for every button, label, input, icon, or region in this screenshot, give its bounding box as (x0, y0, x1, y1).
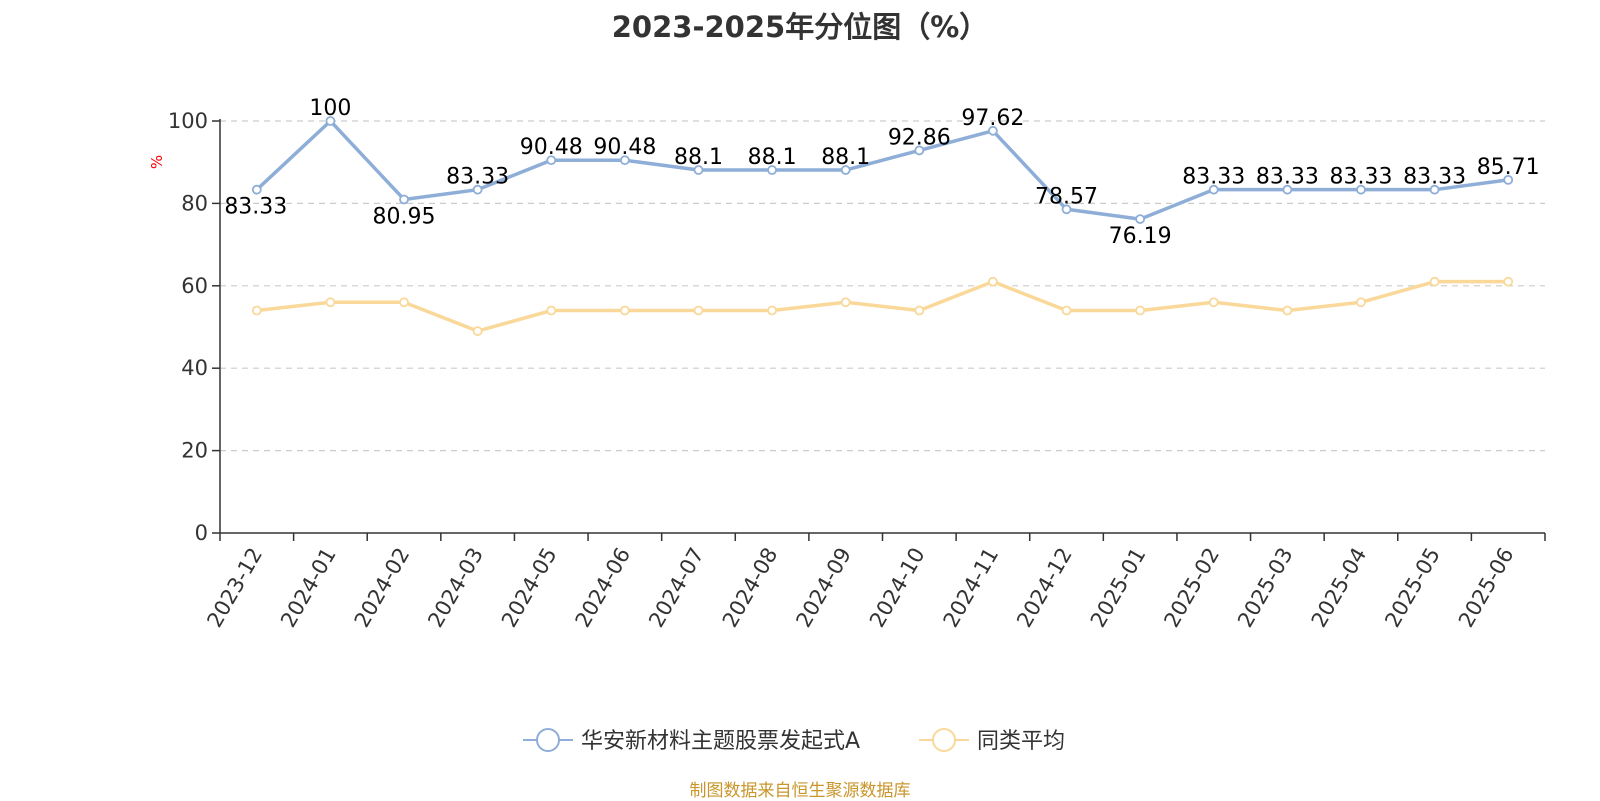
data-point (914, 305, 925, 316)
x-tick-label: 2025-02 (1159, 544, 1224, 632)
legend-label: 华安新材料主题股票发起式A (581, 729, 860, 754)
legend-marker (932, 728, 956, 752)
data-point (399, 194, 409, 205)
x-tick-label: 2024-01 (276, 544, 341, 632)
data-point (399, 297, 409, 308)
y-tick-label: 20 (181, 439, 208, 463)
data-point (251, 184, 262, 195)
data-label: 83.33 (446, 165, 509, 190)
data-point (1135, 214, 1146, 224)
data-point (1061, 305, 1072, 316)
data-source-note: 制图数据来自恒生聚源数据库 (689, 781, 911, 801)
data-label: 88.1 (748, 145, 797, 170)
data-point (1061, 204, 1072, 215)
y-tick-label: 80 (181, 191, 208, 215)
x-tick-label: 2024-06 (571, 544, 636, 632)
chart-title: 2023-2025年分位图（%） (611, 10, 989, 44)
data-point (767, 305, 777, 316)
data-point (988, 276, 998, 287)
data-point (840, 297, 851, 308)
data-point (767, 165, 777, 175)
data-labels: 83.33 100 80.95 83.33 90.48 90.48 88.1 88.1 88.1… (224, 96, 1539, 249)
data-point (1503, 276, 1514, 287)
data-point (1356, 297, 1366, 308)
data-point (840, 165, 851, 175)
data-point (325, 297, 336, 308)
data-point (1429, 276, 1440, 287)
data-point (988, 125, 998, 136)
y-tick-label: 40 (181, 356, 208, 380)
data-label: 97.62 (961, 106, 1024, 131)
x-tick-label: 2025-01 (1086, 544, 1151, 632)
data-label: 83.33 (1329, 165, 1392, 190)
data-label: 85.71 (1477, 155, 1540, 180)
x-tick-label: 2024-03 (423, 544, 488, 632)
series-group (251, 116, 1514, 337)
x-tick-label: 2024-05 (497, 544, 562, 632)
data-point (1282, 305, 1293, 316)
data-label: 88.1 (674, 145, 723, 170)
data-point (693, 305, 704, 316)
data-label: 90.48 (593, 135, 656, 160)
y-axis-ticks: 0 20 40 60 80 100 (168, 109, 220, 545)
x-tick-label: 2024-02 (350, 544, 415, 632)
x-tick-label: 2024-09 (791, 544, 856, 632)
data-point (546, 305, 557, 316)
data-point (693, 165, 704, 175)
data-label: 92.86 (888, 125, 951, 150)
data-label: 83.33 (1182, 165, 1245, 190)
data-point (546, 155, 557, 166)
data-point (619, 155, 630, 166)
x-tick-label: 2024-10 (865, 544, 930, 632)
data-point (472, 326, 483, 337)
data-point (1282, 184, 1293, 195)
data-label: 76.19 (1109, 224, 1172, 249)
y-axis-label: % (148, 155, 166, 169)
data-label: 90.48 (520, 135, 583, 160)
data-label: 88.1 (821, 145, 870, 170)
x-tick-label: 2023-12 (202, 544, 267, 632)
y-tick-label: 0 (195, 521, 208, 545)
x-tick-label: 2025-04 (1307, 544, 1372, 632)
data-point (325, 116, 336, 126)
grid-lines (220, 120, 1545, 452)
legend-label: 同类平均 (977, 729, 1065, 754)
data-label: 83.33 (1403, 165, 1466, 190)
x-tick-label: 2025-03 (1233, 544, 1298, 632)
legend-item-0[interactable]: 华安新材料主题股票发起式A (523, 728, 860, 754)
x-tick-label: 2025-06 (1454, 544, 1519, 632)
y-tick-label: 100 (168, 109, 208, 133)
data-point (914, 145, 925, 156)
data-point (251, 305, 262, 316)
data-point (619, 305, 630, 316)
legend[interactable]: 华安新材料主题股票发起式A 同类平均 (523, 728, 1065, 754)
data-point (472, 184, 483, 195)
legend-marker (536, 728, 560, 752)
data-point (1208, 297, 1219, 308)
data-label: 83.33 (1256, 165, 1319, 190)
x-tick-label: 2024-12 (1012, 544, 1077, 632)
data-label: 100 (309, 96, 351, 121)
x-tick-label: 2024-08 (718, 544, 783, 632)
y-tick-label: 60 (181, 274, 208, 298)
data-point (1356, 184, 1366, 195)
series-line-1 (256, 279, 1509, 333)
legend-item-1[interactable]: 同类平均 (919, 728, 1065, 754)
data-label: 80.95 (373, 204, 436, 229)
x-axis-ticks: 2023-12 2024-01 2024-02 2024-03 2024-05 2024-… (202, 533, 1546, 632)
x-tick-label: 2024-11 (939, 544, 1004, 632)
x-tick-label: 2024-07 (644, 544, 709, 632)
series-line-0 (255, 119, 1509, 221)
data-label: 83.33 (224, 195, 287, 220)
data-point (1135, 305, 1146, 316)
data-point (1503, 174, 1514, 185)
data-point (1429, 184, 1440, 195)
data-label: 78.57 (1035, 184, 1098, 209)
x-tick-label: 2025-05 (1380, 544, 1445, 632)
data-point (1208, 184, 1219, 195)
